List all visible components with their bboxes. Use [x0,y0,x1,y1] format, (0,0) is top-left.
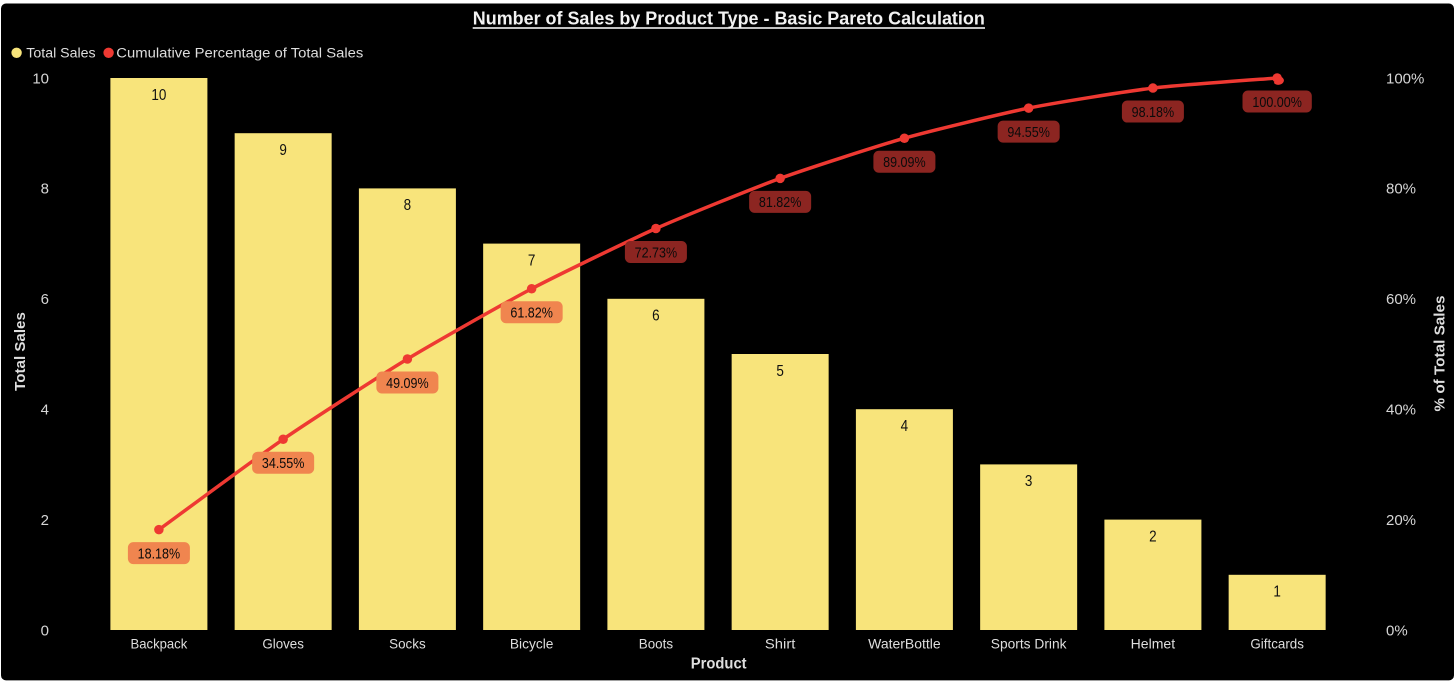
svg-text:89.09%: 89.09% [883,154,926,171]
svg-text:Number of Sales by Product Typ: Number of Sales by Product Type - Basic … [473,9,985,29]
svg-text:7: 7 [528,252,536,269]
svg-text:20%: 20% [1386,512,1416,529]
svg-text:Socks: Socks [389,636,426,652]
svg-text:Sports Drink: Sports Drink [991,636,1068,652]
svg-text:2: 2 [41,512,49,529]
svg-text:Boots: Boots [639,636,673,652]
svg-text:81.82%: 81.82% [759,194,802,211]
svg-text:Gloves: Gloves [262,636,304,652]
svg-text:0%: 0% [1386,622,1408,639]
svg-text:Product: Product [691,656,747,673]
svg-text:6: 6 [652,308,660,325]
svg-text:10: 10 [151,87,166,104]
svg-text:60%: 60% [1386,291,1416,308]
svg-text:80%: 80% [1386,181,1416,198]
svg-text:Cumulative Percentage of Total: Cumulative Percentage of Total Sales [116,46,363,61]
svg-text:Backpack: Backpack [131,636,189,652]
svg-text:2: 2 [1149,528,1157,545]
svg-text:100%: 100% [1386,70,1424,87]
svg-text:18.18%: 18.18% [138,545,181,562]
svg-text:49.09%: 49.09% [386,375,429,392]
svg-text:8: 8 [404,197,412,214]
svg-text:8: 8 [41,181,49,198]
svg-text:1: 1 [1273,584,1281,601]
svg-text:9: 9 [279,142,287,159]
svg-text:4: 4 [901,418,909,435]
svg-text:Shirt: Shirt [765,636,796,652]
svg-text:0: 0 [41,622,49,639]
svg-text:3: 3 [1025,473,1033,490]
svg-text:Total Sales: Total Sales [26,46,96,61]
svg-text:98.18%: 98.18% [1132,104,1175,121]
svg-text:34.55%: 34.55% [262,455,305,472]
svg-text:Giftcards: Giftcards [1250,636,1304,652]
svg-text:72.73%: 72.73% [635,244,678,261]
svg-text:61.82%: 61.82% [510,305,553,322]
svg-text:10: 10 [32,70,49,87]
svg-text:WaterBottle: WaterBottle [868,636,941,652]
svg-text:Bicycle: Bicycle [510,636,554,652]
svg-text:100.00%: 100.00% [1252,94,1302,111]
svg-text:94.55%: 94.55% [1007,124,1050,141]
svg-text:% of Total Sales: % of Total Sales [1431,296,1448,412]
svg-text:5: 5 [776,363,784,380]
svg-text:Total Sales: Total Sales [12,312,29,391]
svg-text:Helmet: Helmet [1131,636,1176,652]
svg-text:6: 6 [41,291,49,308]
svg-text:40%: 40% [1386,402,1416,419]
svg-text:4: 4 [41,402,49,419]
